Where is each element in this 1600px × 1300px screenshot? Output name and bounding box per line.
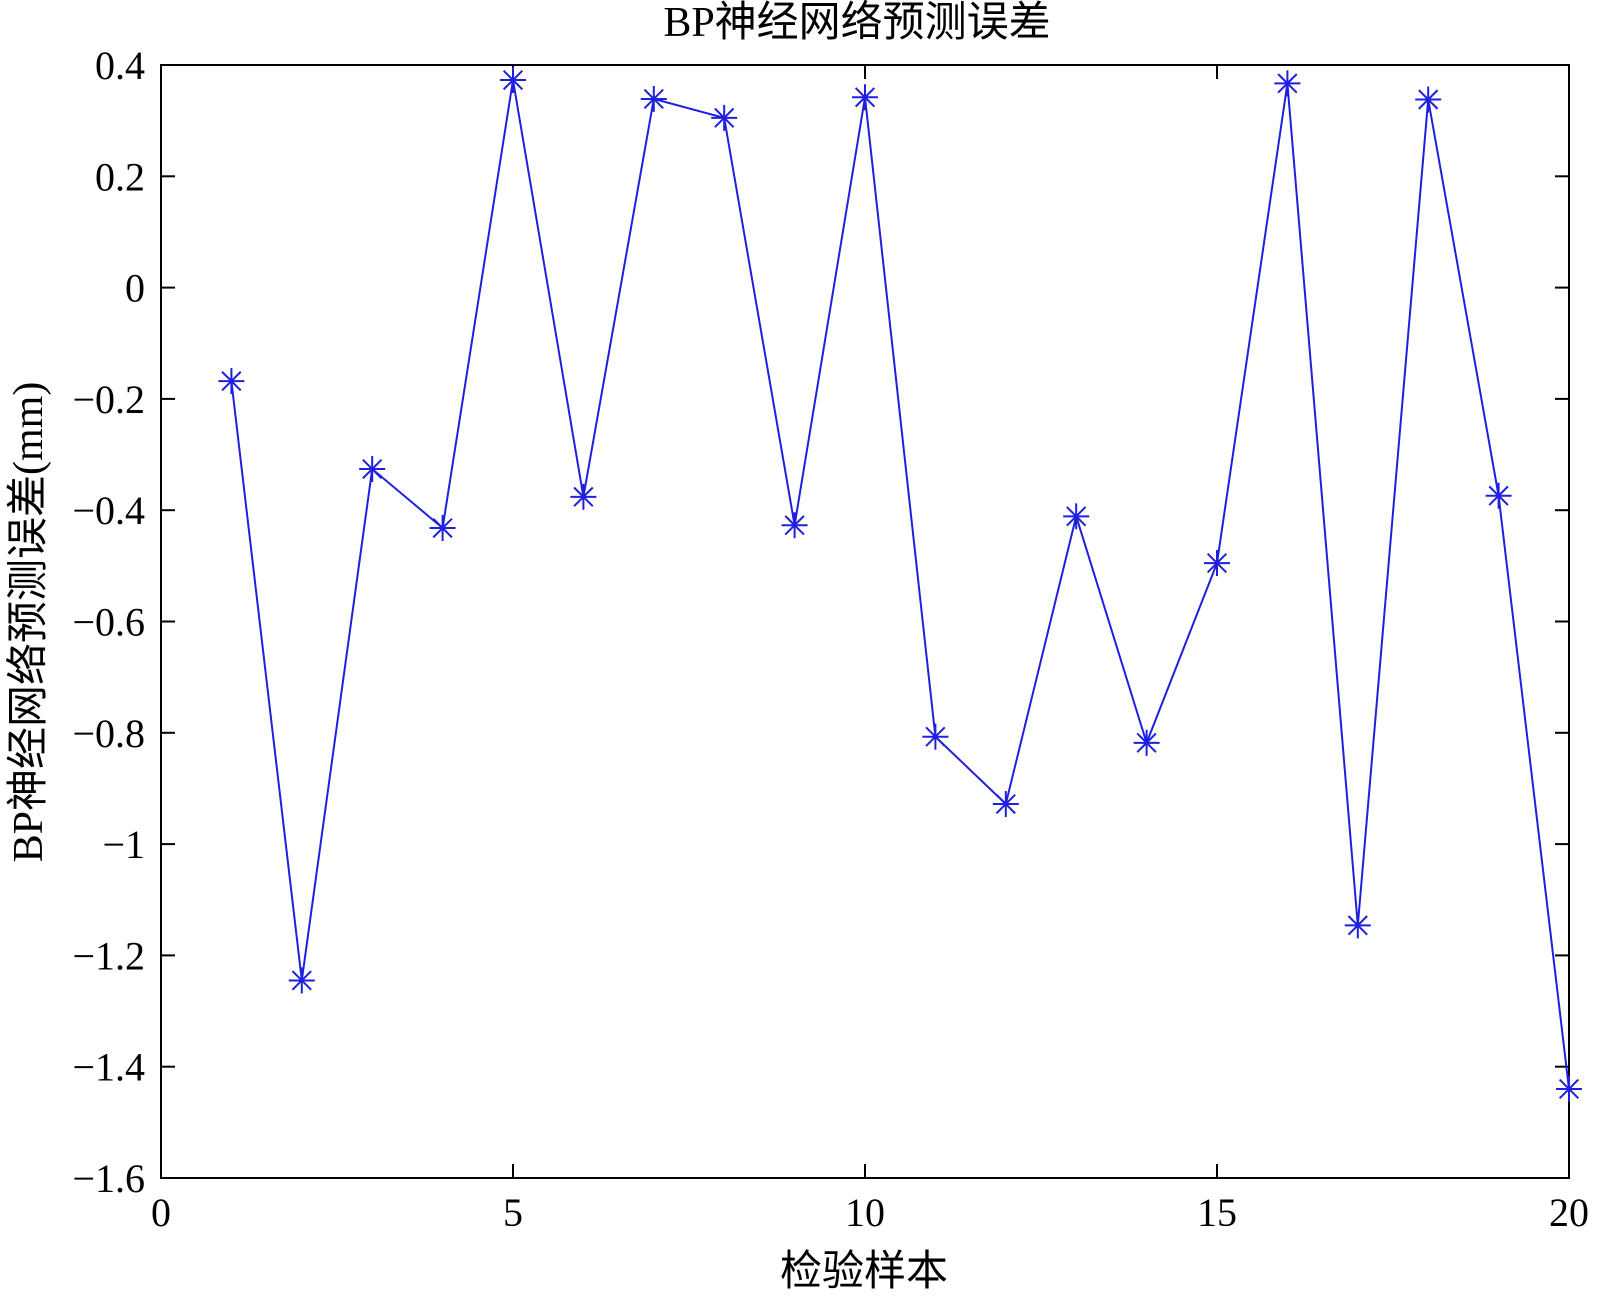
data-point-marker: [781, 512, 808, 539]
x-tick-label: 20: [1549, 1190, 1589, 1235]
y-tick-label: −1.2: [72, 933, 145, 978]
data-point-marker: [288, 967, 315, 994]
data-point-marker: [852, 84, 878, 111]
data-point-marker: [1485, 482, 1512, 509]
y-axis-ticks: 0.4 0.2 0 −0.2 −0.4 −0.6 −0.8 −1 −1.2 −1.4 −1.6: [72, 43, 1569, 1201]
y-tick-label: −1.6: [72, 1156, 145, 1201]
y-tick-label: 0.2: [95, 154, 145, 199]
x-tick-label: 15: [1197, 1190, 1237, 1235]
y-tick-label: −0.6: [72, 600, 145, 645]
x-tick-label: 10: [845, 1190, 885, 1235]
data-point-marker: [1415, 86, 1442, 113]
data-point-marker: [1204, 550, 1230, 577]
data-point-marker: [1274, 70, 1301, 97]
data-point-marker: [570, 483, 597, 510]
data-point-marker: [711, 104, 738, 131]
series-line: [230, 79, 1570, 1090]
x-axis-label: 检验样本: [780, 1248, 948, 1295]
y-tick-label: −1: [102, 822, 145, 867]
x-tick-label: 0: [151, 1190, 171, 1235]
data-point-marker: [992, 791, 1019, 818]
y-axis-label: BP神经网络预测误差(mm): [5, 382, 52, 863]
data-point-marker: [500, 67, 526, 94]
data-point-marker: [1063, 503, 1090, 530]
y-tick-label: 0: [125, 266, 145, 311]
chart-title: BP神经网络预测误差: [663, 0, 1050, 46]
data-point-marker: [429, 515, 456, 542]
y-tick-label: −0.2: [72, 377, 145, 422]
data-point-marker: [359, 456, 386, 483]
y-tick-label: −0.4: [72, 488, 145, 533]
plot-frame: [160, 64, 1570, 1179]
x-tick-label: 5: [503, 1190, 523, 1235]
y-tick-label: −0.8: [72, 711, 145, 756]
y-tick-label: −1.4: [72, 1045, 145, 1090]
data-point-marker: [922, 723, 949, 750]
series-1: [218, 67, 1582, 1102]
x-axis-ticks: 0 5 10 15 20: [151, 65, 1589, 1235]
y-tick-label: 0.4: [95, 43, 145, 88]
data-point-marker: [640, 85, 667, 112]
data-point-marker: [1556, 1075, 1582, 1102]
data-point-marker: [1133, 729, 1160, 756]
data-point-marker: [218, 368, 245, 395]
data-point-marker: [1344, 912, 1371, 939]
